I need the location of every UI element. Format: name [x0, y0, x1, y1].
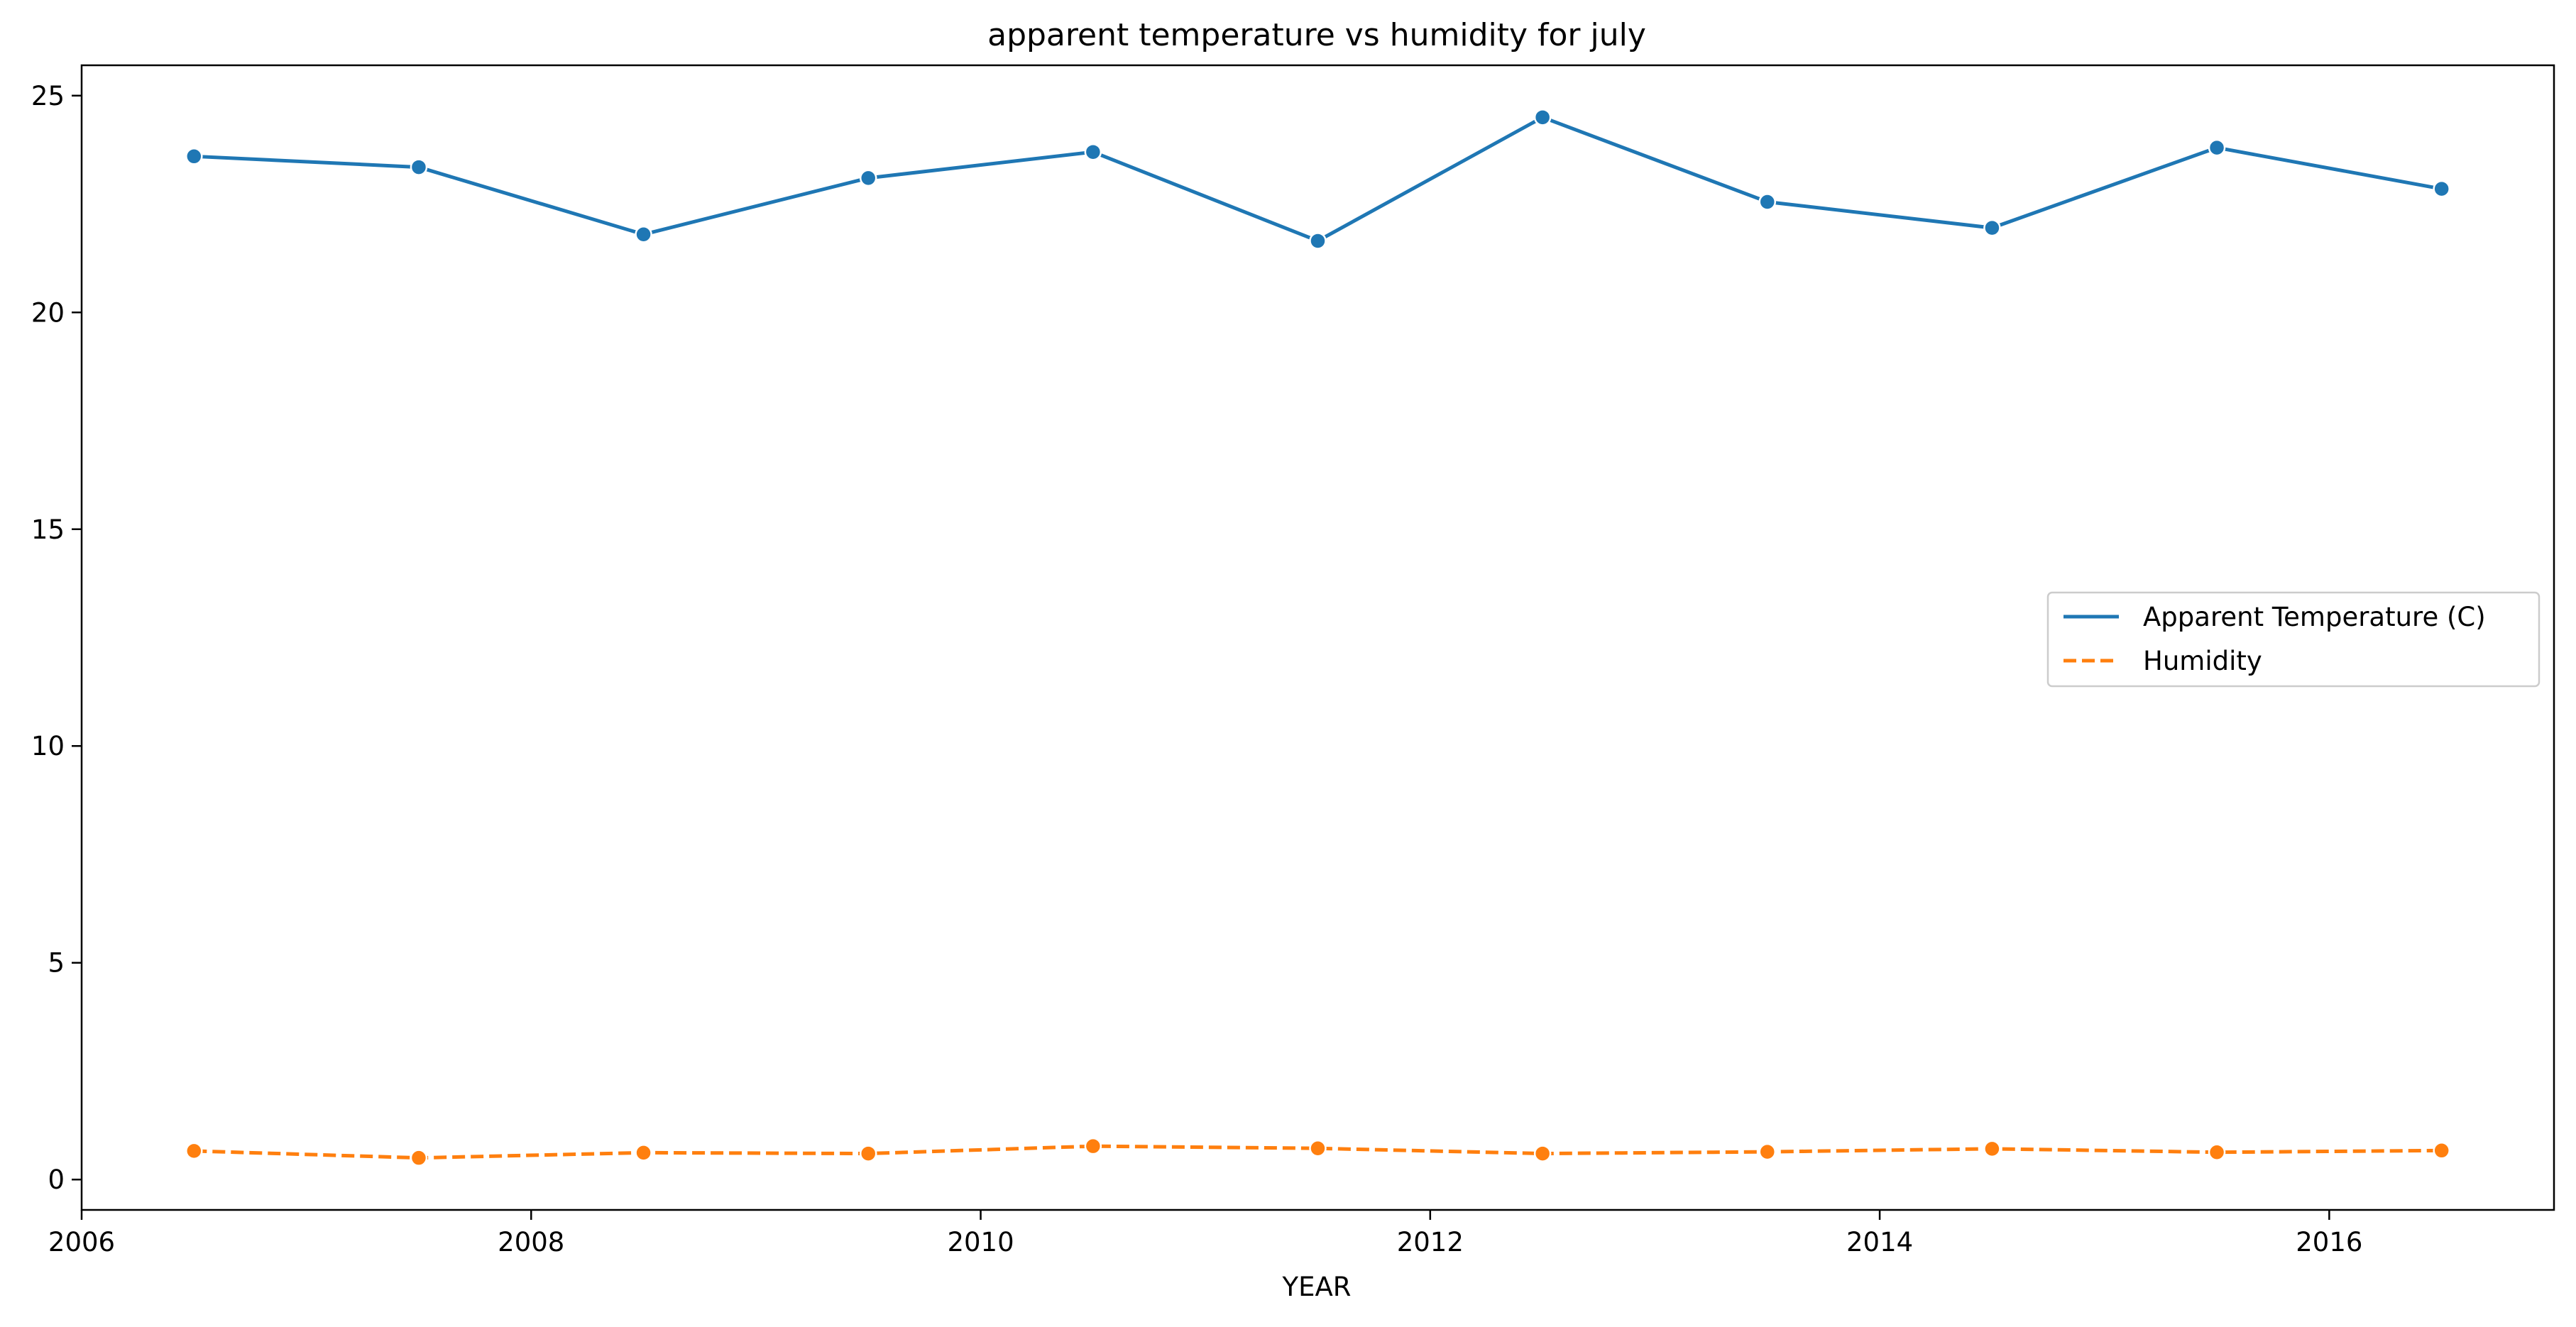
data-point — [859, 1145, 877, 1162]
data-point — [410, 1149, 428, 1167]
data-point — [859, 169, 877, 187]
x-tick-label: 2016 — [2296, 1227, 2362, 1257]
x-axis-label: YEAR — [1282, 1272, 1352, 1302]
y-tick-label: 10 — [31, 731, 65, 761]
legend: Apparent Temperature (C) Humidity — [2046, 591, 2541, 688]
data-point — [1758, 1142, 1777, 1161]
data-point — [1309, 1139, 1327, 1157]
data-point — [1309, 232, 1327, 250]
data-point — [1983, 1140, 2001, 1158]
series-line-0 — [194, 115, 2443, 243]
series-line-1 — [194, 1144, 2442, 1160]
data-point — [1084, 143, 1102, 161]
legend-box — [2046, 591, 2541, 688]
data-point — [1533, 1145, 1552, 1162]
x-tick-label: 2010 — [947, 1227, 1014, 1257]
data-point — [1983, 219, 2001, 237]
data-point — [1758, 193, 1777, 211]
x-tick-label: 2014 — [1846, 1227, 1913, 1257]
data-point — [635, 226, 652, 243]
y-tick-label: 0 — [48, 1164, 65, 1195]
y-tick-label: 25 — [31, 81, 65, 111]
data-point — [2208, 1143, 2226, 1161]
chart-title: apparent temperature vs humidity for jul… — [987, 17, 1646, 53]
plot-frame — [80, 64, 2555, 1211]
data-point — [2208, 138, 2226, 157]
data-point — [410, 158, 428, 176]
data-point — [2433, 1142, 2450, 1160]
legend-label-0: Apparent Temperature (C) — [2143, 602, 2486, 632]
data-point — [185, 148, 203, 165]
data-point — [635, 1144, 652, 1162]
x-tick-label: 2008 — [498, 1227, 564, 1257]
plot-area: 0 5 10 15 20 25 2006 2008 2010 2012 2014 2016 — [31, 64, 2555, 1257]
y-tick-label: 5 — [48, 948, 65, 979]
data-point — [185, 1142, 203, 1160]
y-tick-label: 20 — [31, 297, 65, 328]
y-tick-label: 15 — [31, 514, 65, 545]
data-point — [1533, 109, 1552, 126]
x-tick-label: 2012 — [1397, 1227, 1464, 1257]
data-point — [1084, 1137, 1102, 1155]
data-point — [2433, 180, 2450, 198]
x-tick-label: 2006 — [48, 1227, 115, 1257]
legend-label-1: Humidity — [2143, 646, 2262, 676]
